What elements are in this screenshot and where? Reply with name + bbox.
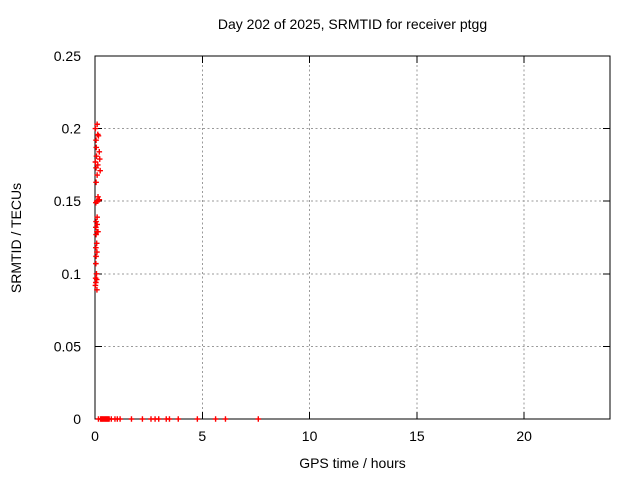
data-point-marker [93, 271, 100, 277]
data-point-marker [212, 416, 219, 422]
x-tick-label: 5 [198, 428, 206, 444]
chart-title: Day 202 of 2025, SRMTID for receiver ptg… [217, 16, 488, 32]
x-tick-label: 0 [91, 428, 99, 444]
x-tick-label: 15 [409, 428, 425, 444]
data-point-marker [95, 228, 101, 235]
data-point-marker [93, 231, 99, 238]
data-point-marker [94, 172, 100, 178]
x-tick-label: 20 [516, 428, 532, 444]
data-point-marker [175, 416, 182, 422]
data-point-marker [96, 156, 103, 162]
y-tick-label: 0 [73, 411, 81, 427]
data-point-marker [94, 162, 101, 168]
data-point-marker [155, 416, 162, 422]
data-point-marker [95, 133, 102, 139]
x-axis-title: GPS time / hours [299, 455, 406, 471]
data-point-marker [93, 179, 99, 186]
x-tick-label: 10 [302, 428, 318, 444]
y-tick-label: 0.1 [62, 266, 82, 282]
data-point-marker [255, 416, 262, 422]
data-point-marker [96, 149, 103, 155]
data-point-marker [94, 286, 100, 293]
data-point-marker [139, 416, 146, 422]
data-point-marker [93, 224, 99, 231]
data-point-marker [93, 153, 100, 159]
data-point-marker [92, 159, 99, 165]
data-point-marker [194, 416, 201, 422]
data-point-marker [94, 214, 100, 220]
data-point-marker [93, 240, 100, 247]
data-point-marker [94, 249, 100, 255]
y-tick-label: 0.25 [54, 48, 81, 64]
data-point-marker [94, 221, 100, 228]
y-tick-label: 0.15 [54, 193, 81, 209]
data-point-marker [93, 165, 99, 171]
data-point-marker [93, 253, 99, 260]
data-point-marker [93, 244, 99, 251]
data-point-marker [128, 416, 135, 422]
y-tick-label: 0.2 [62, 121, 82, 137]
data-point-marker [93, 218, 99, 225]
data-point-marker [166, 416, 173, 422]
data-point-marker [94, 121, 100, 128]
data-point-marker [93, 144, 100, 151]
data-point-marker [92, 125, 99, 132]
plot-border [94, 55, 611, 420]
y-tick-label: 0.05 [54, 338, 81, 354]
data-point-marker [93, 260, 99, 267]
data-point-marker [92, 282, 99, 289]
data-point-marker [93, 276, 100, 283]
data-point-marker [117, 416, 123, 422]
data-point-marker [97, 167, 103, 174]
data-point-marker [93, 199, 99, 206]
data-point-marker [222, 416, 229, 422]
data-point-marker [93, 137, 99, 144]
